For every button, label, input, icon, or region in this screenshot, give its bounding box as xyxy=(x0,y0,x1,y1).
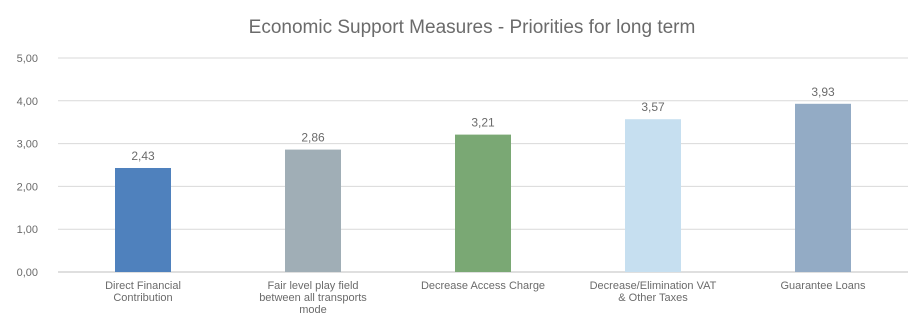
x-tick-label: Fair level play field between all transpo… xyxy=(259,280,367,316)
y-tick-label: 5,00 xyxy=(17,53,38,65)
data-labels: 2,43 2,86 3,21 3,57 3,93 xyxy=(131,85,835,163)
y-axis-ticks: 0,00 1,00 2,00 3,00 4,00 5,00 xyxy=(17,53,38,279)
x-tick-label: Guarantee Loans xyxy=(780,280,866,292)
y-tick-label: 1,00 xyxy=(17,224,38,236)
x-tick-label: Decrease Access Charge xyxy=(421,280,545,292)
y-tick-label: 4,00 xyxy=(17,96,38,108)
x-tick-label: Decrease/Elimination VAT & Other Taxes xyxy=(590,280,717,304)
x-axis-ticks: Direct Financial Contribution Fair level p… xyxy=(105,280,866,316)
chart-title: Economic Support Measures - Priorities f… xyxy=(249,17,696,38)
bar xyxy=(795,103,851,273)
bars xyxy=(115,103,851,273)
bar xyxy=(285,149,341,272)
data-label: 3,57 xyxy=(641,100,665,114)
data-label: 3,93 xyxy=(811,85,835,99)
bar xyxy=(115,167,171,272)
x-tick-label: Direct Financial Contribution xyxy=(105,280,181,304)
y-tick-label: 3,00 xyxy=(17,139,38,151)
data-label: 3,21 xyxy=(471,116,495,130)
bar xyxy=(455,134,511,272)
data-label: 2,43 xyxy=(131,149,155,163)
bar xyxy=(625,119,681,272)
y-tick-label: 2,00 xyxy=(17,181,38,193)
data-label: 2,86 xyxy=(301,131,325,145)
y-tick-label: 0,00 xyxy=(17,267,38,279)
